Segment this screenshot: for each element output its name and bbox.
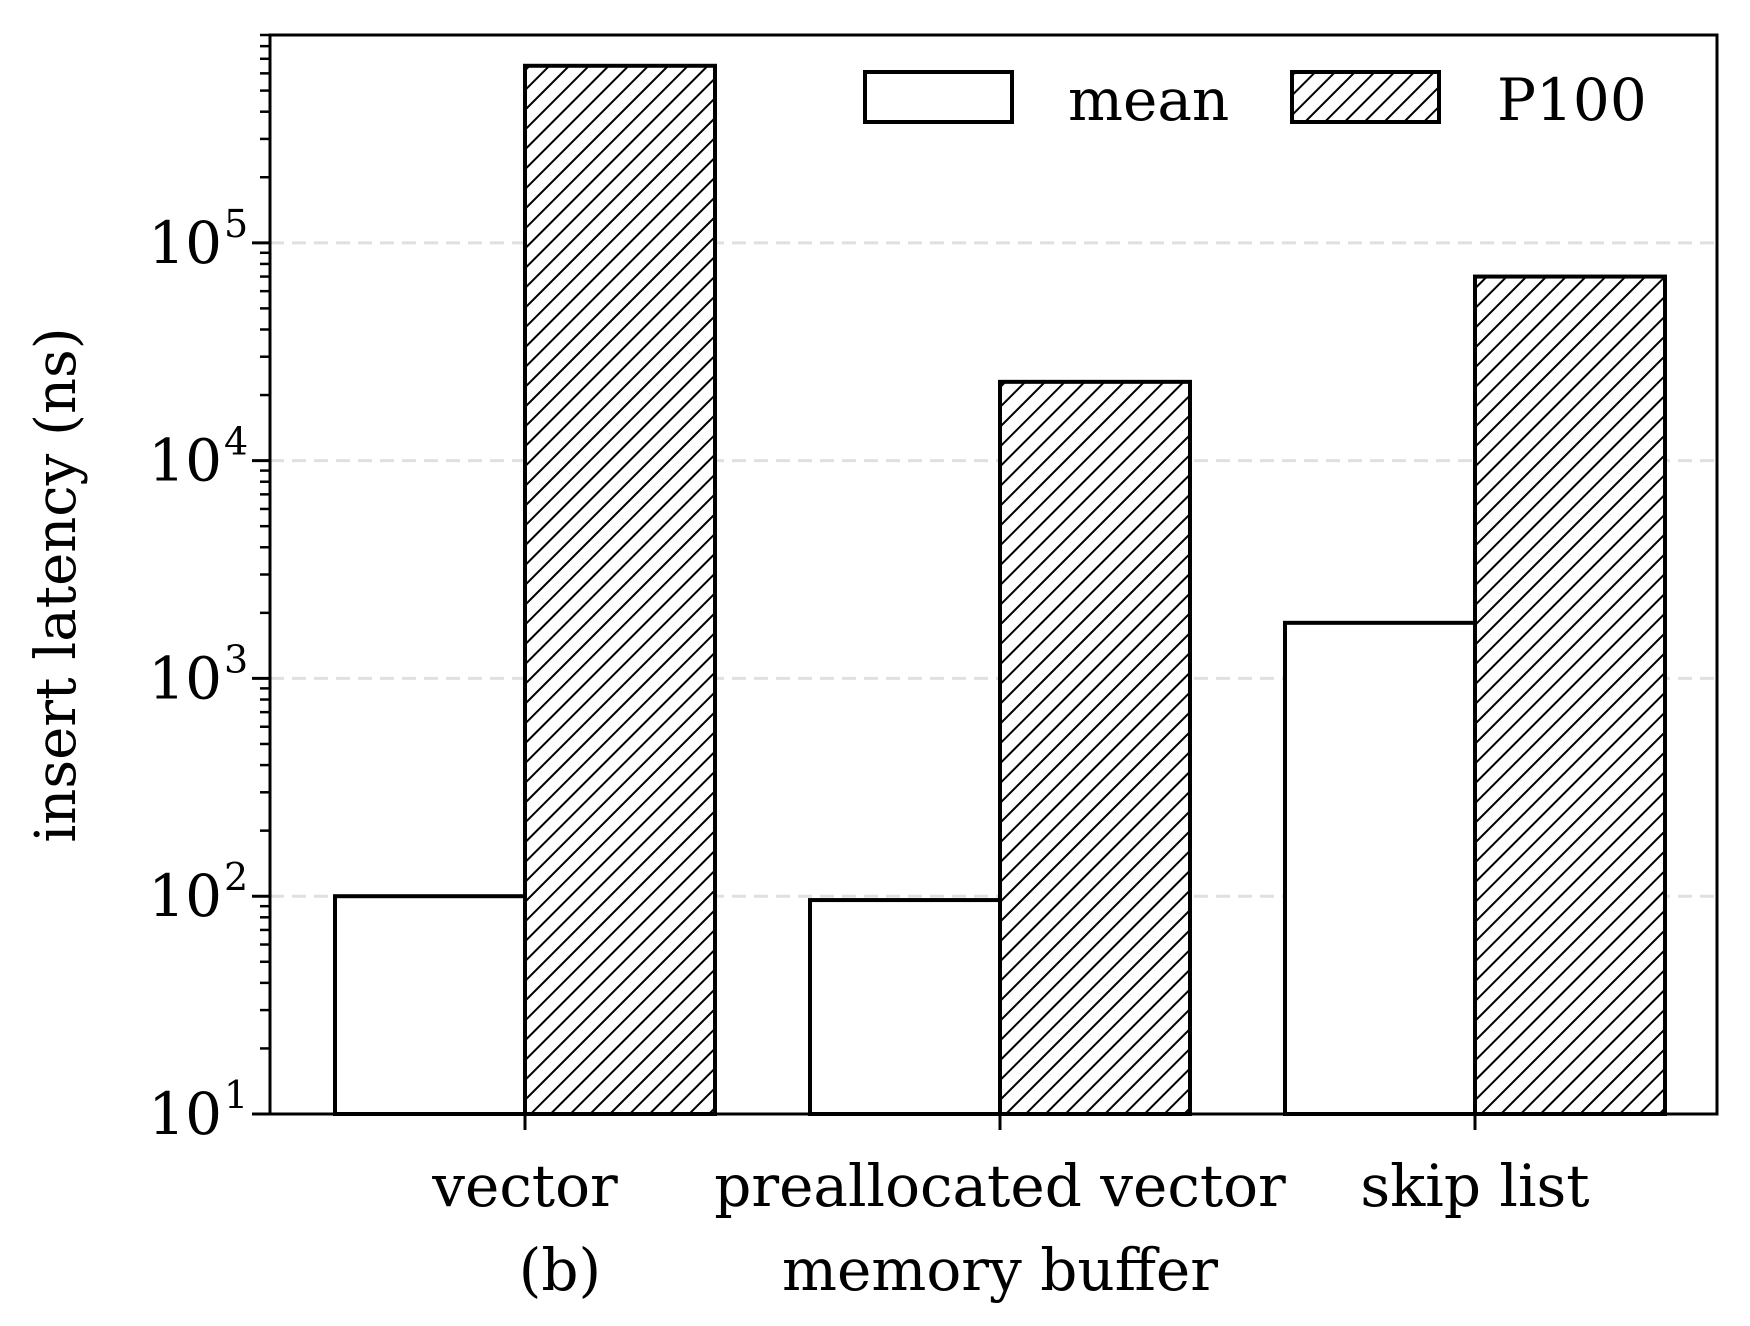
bar-mean-preallocated-vector xyxy=(808,898,1002,1116)
y-tick-exponent: 1 xyxy=(224,1073,248,1117)
bars xyxy=(333,63,1667,1117)
x-axis-label: memory buffer xyxy=(782,1236,1218,1304)
legend-label-p100: P100 xyxy=(1497,66,1647,134)
x-tick-label: preallocated vector xyxy=(714,1152,1286,1220)
x-tick-label: vector xyxy=(431,1152,618,1220)
y-axis-label: insert latency (ns) xyxy=(24,327,89,842)
panel-annotation: (b) xyxy=(519,1236,601,1304)
y-tick-exponent: 5 xyxy=(224,202,248,246)
y-tick-label: 10 4 xyxy=(148,420,248,495)
x-tick-label: skip list xyxy=(1360,1152,1589,1220)
legend-swatch-mean xyxy=(863,70,1014,124)
y-tick-base: 10 xyxy=(148,427,222,495)
y-tick-base: 10 xyxy=(148,644,222,712)
y-tick-exponent: 4 xyxy=(224,420,248,464)
y-tick-exponent: 2 xyxy=(224,855,248,899)
y-tick-base: 10 xyxy=(148,209,222,277)
y-tick-label: 10 5 xyxy=(148,202,248,277)
y-tick-base: 10 xyxy=(148,862,222,930)
bar-p100-vector xyxy=(523,63,717,1116)
y-tick-exponent: 3 xyxy=(224,637,248,681)
y-tick-base: 10 xyxy=(148,1080,222,1148)
legend-swatch-p100 xyxy=(1290,70,1441,124)
y-tick-label: 10 2 xyxy=(148,855,248,930)
axes xyxy=(252,33,1719,1116)
bar-mean-skip-list xyxy=(1283,620,1477,1116)
bar-mean-vector xyxy=(333,894,527,1116)
legend: mean P100 xyxy=(863,66,1647,134)
y-tick-label: 10 1 xyxy=(148,1073,248,1148)
bar-p100-preallocated-vector xyxy=(998,379,1192,1117)
y-tick-label: 10 3 xyxy=(148,637,248,712)
x-ticks: vector preallocated vector skip list xyxy=(431,1114,1590,1220)
legend-label-mean: mean xyxy=(1068,66,1229,134)
bar-p100-skip-list xyxy=(1473,274,1667,1117)
